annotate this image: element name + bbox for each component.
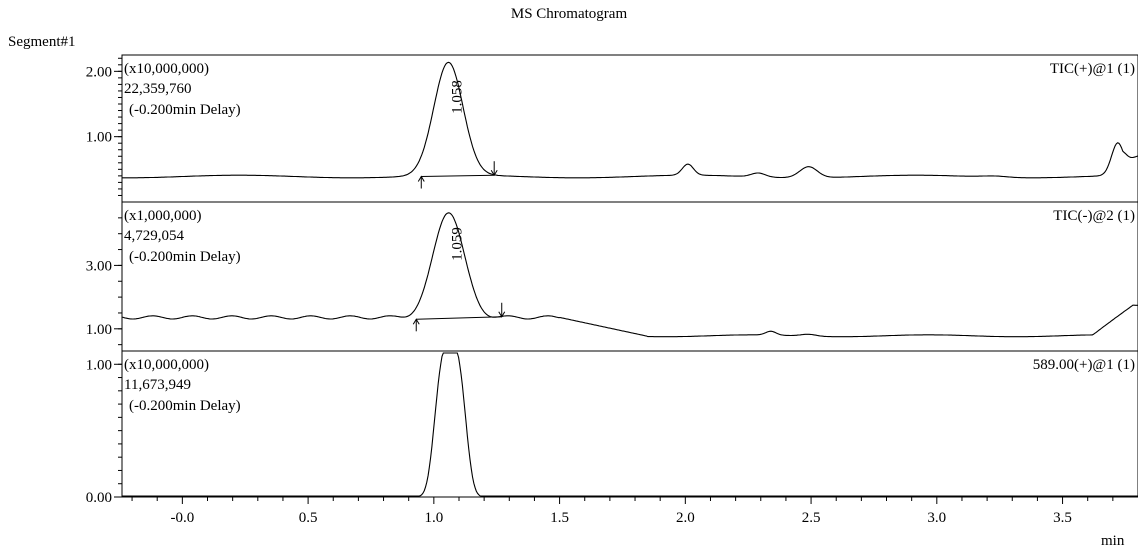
series-name-label: TIC(-)@2 (1) bbox=[1053, 208, 1135, 224]
integration-baseline bbox=[416, 316, 502, 320]
peak-start-arrow-head bbox=[412, 318, 420, 325]
peak-retention-time-label: 1.059 bbox=[450, 227, 466, 261]
x-axis-unit: min bbox=[1101, 533, 1125, 549]
peak-retention-time-label: 1.058 bbox=[449, 80, 465, 114]
chromatogram-trace bbox=[122, 352, 1138, 497]
panel-delay-label: (-0.200min Delay) bbox=[129, 398, 241, 414]
x-tick-label: -0.0 bbox=[170, 510, 194, 526]
x-tick-label: 0.5 bbox=[299, 510, 318, 526]
panel-scale-label: (x10,000,000) bbox=[124, 61, 209, 77]
x-tick-label: 1.0 bbox=[424, 510, 443, 526]
x-tick-label: 1.5 bbox=[550, 510, 569, 526]
y-tick-label: 2.00 bbox=[86, 64, 112, 80]
panel-max-intensity: 11,673,949 bbox=[124, 377, 191, 393]
x-tick-label: 3.5 bbox=[1053, 510, 1072, 526]
chromatogram-trace bbox=[122, 61, 1138, 179]
panel-scale-label: (x10,000,000) bbox=[124, 357, 209, 373]
peak-end-arrow-head bbox=[490, 169, 498, 177]
panel-scale-label: (x1,000,000) bbox=[124, 208, 202, 224]
y-tick-label: 1.00 bbox=[86, 130, 112, 146]
x-tick-label: 3.0 bbox=[927, 510, 946, 526]
chromatogram-trace bbox=[121, 212, 1138, 338]
integration-baseline bbox=[421, 174, 495, 178]
y-tick-label: 0.00 bbox=[86, 490, 112, 506]
panel-delay-label: (-0.200min Delay) bbox=[129, 249, 241, 265]
x-tick-label: 2.5 bbox=[802, 510, 821, 526]
panel-max-intensity: 4,729,054 bbox=[124, 228, 185, 244]
chart-title: MS Chromatogram bbox=[510, 6, 628, 22]
y-tick-label: 3.00 bbox=[86, 258, 112, 274]
series-name-label: TIC(+)@1 (1) bbox=[1050, 61, 1135, 77]
plot-frame bbox=[121, 54, 1138, 498]
x-tick-label: 2.0 bbox=[676, 510, 695, 526]
series-name-label: 589.00(+)@1 (1) bbox=[1033, 357, 1135, 373]
y-tick-label: 1.00 bbox=[86, 357, 112, 373]
segment-label: Segment#1 bbox=[8, 34, 76, 50]
peak-end-arrow-head bbox=[498, 311, 506, 318]
panel-max-intensity: 22,359,760 bbox=[124, 81, 192, 97]
y-tick-label: 1.00 bbox=[86, 322, 112, 338]
peak-start-arrow-head bbox=[417, 175, 425, 182]
panel-delay-label: (-0.200min Delay) bbox=[129, 102, 241, 118]
